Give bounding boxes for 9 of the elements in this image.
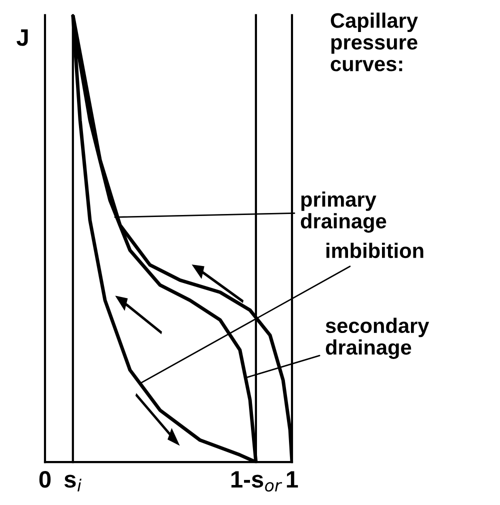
annotation: primary drainage bbox=[300, 192, 386, 233]
x-tick-label: 1-s$_{or}$ bbox=[231, 471, 282, 492]
x-tick-label: s$_{i}$ bbox=[64, 474, 82, 492]
annotation: imbibition bbox=[326, 242, 424, 258]
text: Capillary pressure curves: bbox=[330, 12, 418, 72]
x-tick-label: 1 bbox=[286, 471, 298, 488]
annotation: secondary drainage bbox=[326, 318, 430, 359]
x-tick-label: 0 bbox=[39, 471, 51, 488]
y-axis-title: J bbox=[16, 29, 28, 46]
